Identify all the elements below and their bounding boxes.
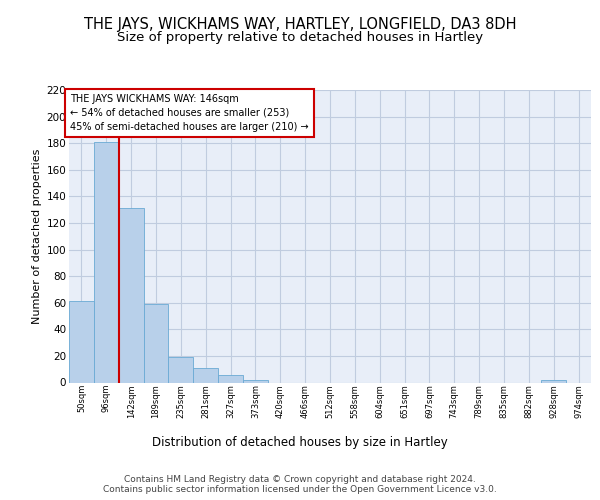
- Text: Distribution of detached houses by size in Hartley: Distribution of detached houses by size …: [152, 436, 448, 449]
- Bar: [143, 304, 169, 382]
- Text: Contains public sector information licensed under the Open Government Licence v3: Contains public sector information licen…: [103, 486, 497, 494]
- Bar: [169, 357, 193, 382]
- Bar: [193, 368, 218, 382]
- Bar: [119, 208, 143, 382]
- Text: Size of property relative to detached houses in Hartley: Size of property relative to detached ho…: [117, 32, 483, 44]
- Y-axis label: Number of detached properties: Number of detached properties: [32, 148, 43, 324]
- Bar: [218, 374, 243, 382]
- Text: Contains HM Land Registry data © Crown copyright and database right 2024.: Contains HM Land Registry data © Crown c…: [124, 474, 476, 484]
- Text: THE JAYS, WICKHAMS WAY, HARTLEY, LONGFIELD, DA3 8DH: THE JAYS, WICKHAMS WAY, HARTLEY, LONGFIE…: [84, 18, 516, 32]
- Bar: [69, 302, 94, 382]
- Bar: [541, 380, 566, 382]
- Bar: [243, 380, 268, 382]
- Text: THE JAYS WICKHAMS WAY: 146sqm
← 54% of detached houses are smaller (253)
45% of : THE JAYS WICKHAMS WAY: 146sqm ← 54% of d…: [70, 94, 309, 132]
- Bar: [94, 142, 119, 382]
